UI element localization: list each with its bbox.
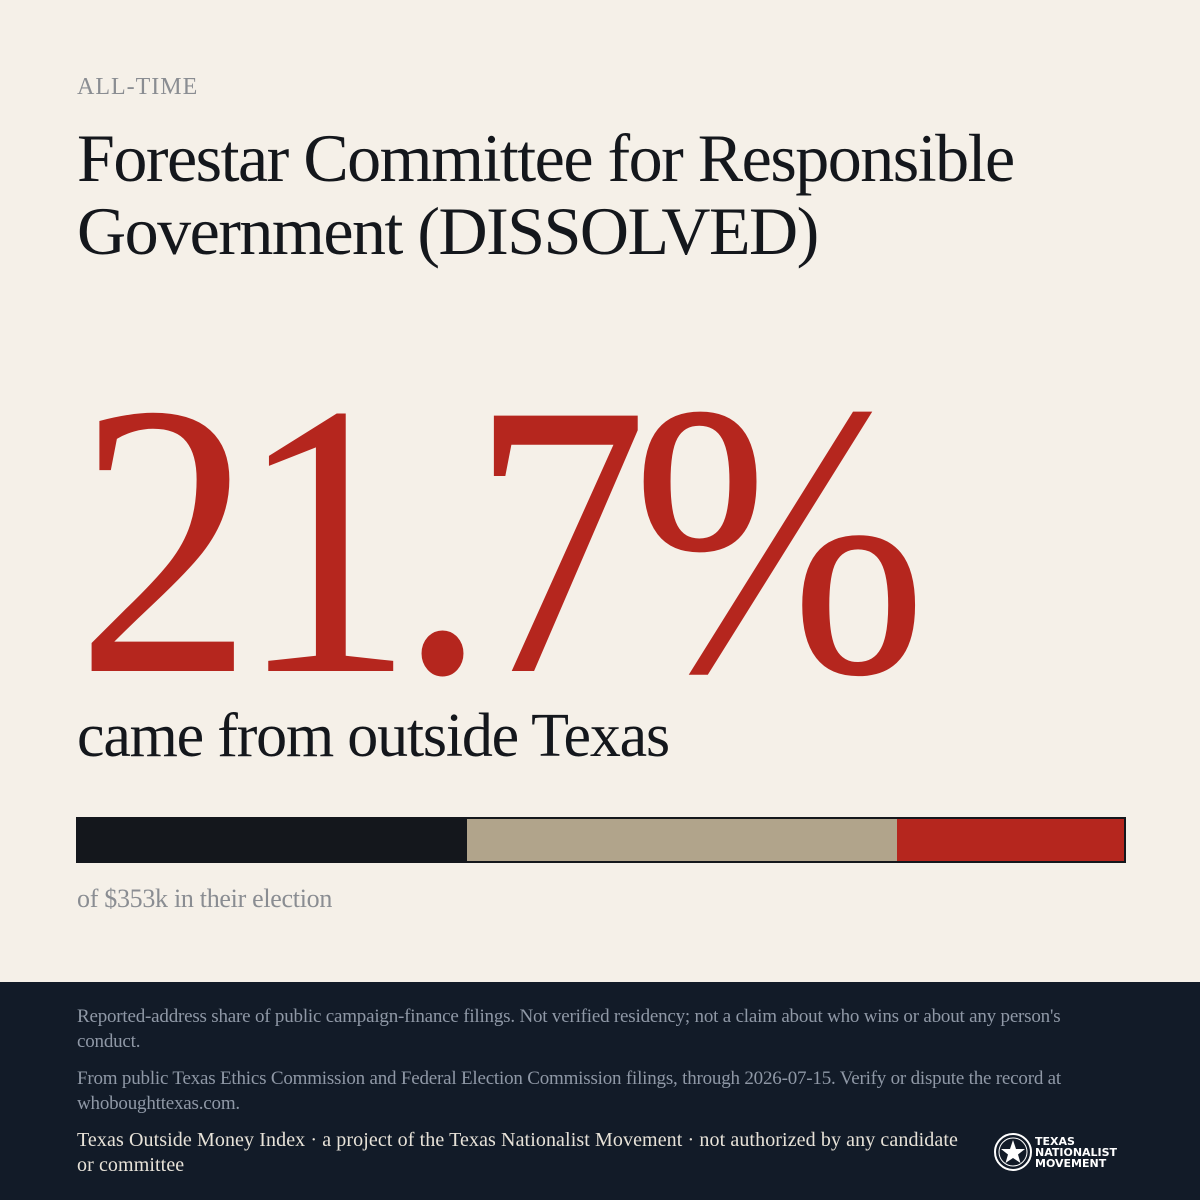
total-amount-note: of $353k in their election [77,884,333,913]
bar-segment-2 [467,819,897,861]
source-text: From public Texas Ethics Commission and … [77,1068,1061,1114]
committee-title: Forestar Committee for Responsible Gover… [77,120,1015,269]
disclaimer-text: Reported-address share of public campaig… [77,1006,1061,1052]
share-bar [76,817,1126,863]
credit-text: Texas Outside Money Index · a project of… [77,1129,958,1176]
logo-line-2: NATIONALIST [1035,1145,1118,1159]
outside-share-caption: came from outside Texas [77,702,670,770]
logo-line-1: TEXAS [1035,1134,1075,1148]
bar-segment-1 [78,819,468,861]
outside-share-percent: 21.7% [76,324,927,756]
bar-segment-outside-texas [897,819,1124,861]
card-body: ALL-TIME Forestar Committee for Responsi… [76,74,1126,913]
star-seal-icon [994,1133,1032,1171]
time-period-label: ALL-TIME [77,74,199,100]
tnm-logo: TEXAS NATIONALIST MOVEMENT [993,1131,1133,1173]
logo-line-3: MOVEMENT [1035,1156,1107,1170]
logo-wordmark: TEXAS NATIONALIST MOVEMENT [1035,1136,1117,1169]
